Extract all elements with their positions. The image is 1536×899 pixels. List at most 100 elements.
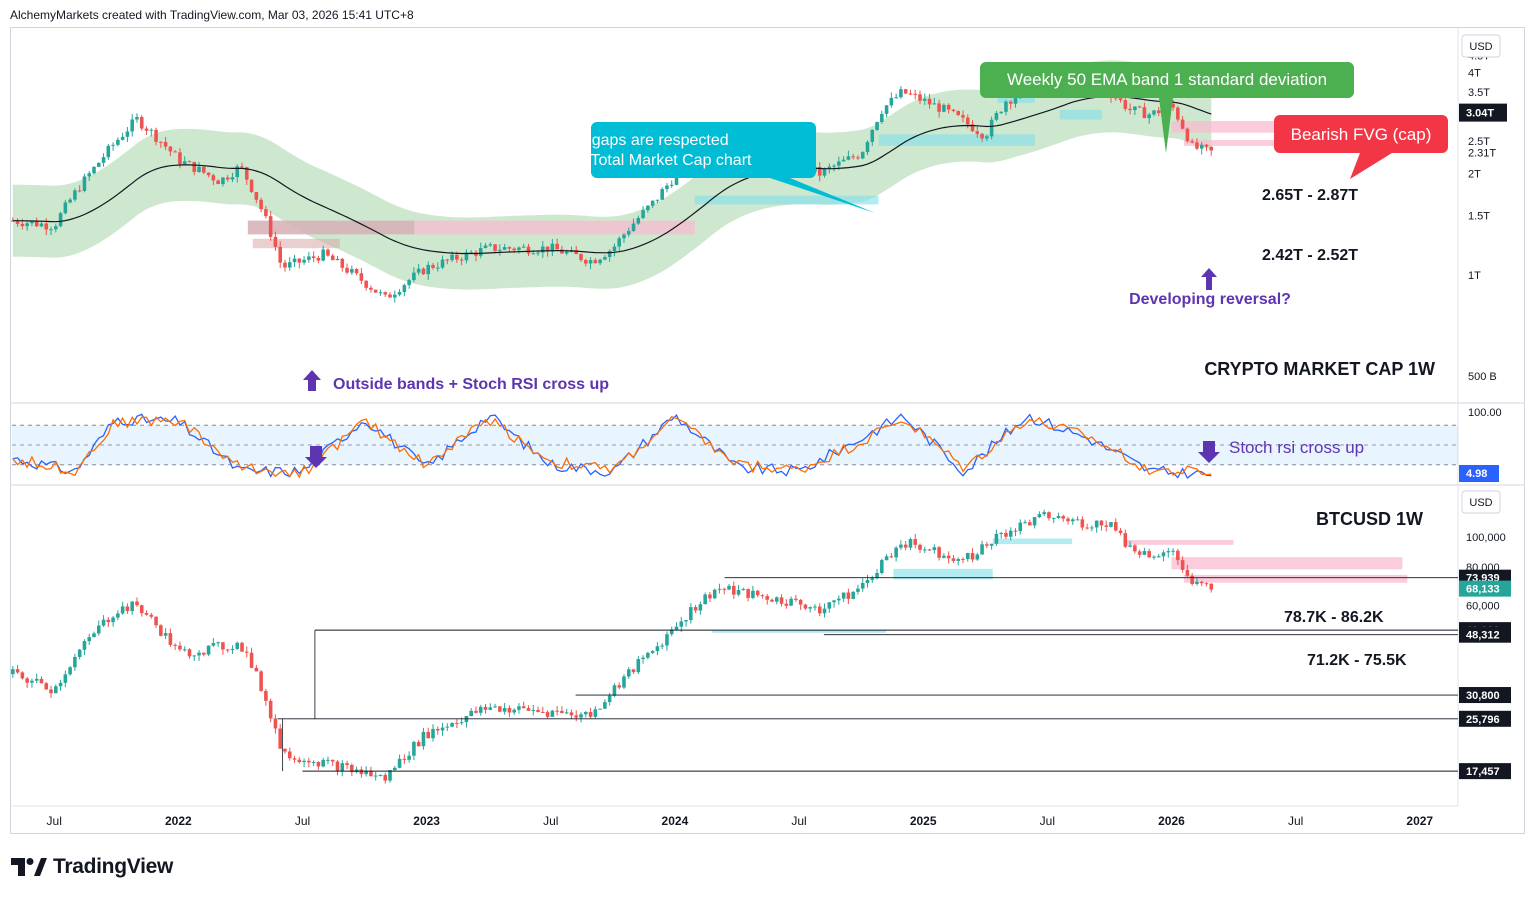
btc-candle-24 [125,606,130,612]
cap-candle-114 [555,243,559,250]
cap-candle-139 [674,172,679,185]
cap-candle-171 [827,166,832,169]
note-developing-reversal: Developing reversal? [1129,291,1291,308]
btc-candle-35 [178,645,182,650]
btc-candle-243 [1171,550,1175,552]
cap-fvg-bull-2024b [878,134,1035,146]
btc-candle-45 [225,649,230,651]
btc-candle-18 [96,625,101,634]
cap-candle-11 [63,202,68,214]
btc-candle-190 [918,544,922,550]
btc-candle-117 [569,712,574,716]
stoch-ytick-100: 100.00 [1468,407,1502,419]
btc-candle-231 [1113,522,1118,531]
btc-candle-15 [82,641,87,650]
btc-candle-5 [34,678,39,681]
btc-ytick-2: 60,000 [1466,601,1500,613]
btc-candle-44 [221,642,225,650]
time-tick-9: 2026 [1158,814,1185,828]
cap-candle-250 [1204,144,1209,147]
cap-candle-86 [421,268,426,275]
cap-candle-84 [412,272,416,281]
callout-bearish-fvg-text: Bearish FVG (cap) [1291,125,1432,144]
btc-fvg-78.7k-86.2k [1171,557,1403,570]
cap-candle-248 [1195,142,1199,149]
time-tick-11: 2027 [1406,814,1433,828]
chart-frame[interactable] [10,27,1525,834]
cap-candle-78 [383,292,388,295]
stoch-line-%D [12,416,1212,479]
btc-candle-10 [58,682,63,687]
btc-candle-37 [187,649,192,657]
cap-candle-133 [646,205,650,211]
btc-candle-32 [163,633,168,636]
btc-candle-89 [435,728,440,731]
btc-candle-84 [412,741,416,756]
btc-candle-114 [555,710,559,712]
cap-candle-72 [354,269,359,274]
btc-candle-176 [851,591,855,599]
btc-candle-124 [603,702,607,709]
cap-candle-126 [612,246,617,252]
btc-candle-238 [1147,551,1151,558]
btc-candle-180 [870,578,875,580]
cap-candle-238 [1147,114,1151,119]
btc-candle-203 [980,544,984,555]
cap-candle-169 [817,166,822,176]
btc-candle-125 [607,695,612,703]
cap-candle-89 [435,267,440,269]
cap-zone-lower-label: 2.42T - 2.52T [1262,247,1358,264]
btc-candle-19 [101,619,106,626]
btc-candle-199 [961,559,965,561]
btc-candle-205 [989,543,994,546]
btc-currency-box [1461,490,1501,514]
btc-candle-7 [44,683,49,690]
btc-candle-80 [393,767,397,771]
btc-candle-207 [999,532,1003,534]
btc-candle-189 [913,539,918,545]
btc-candle-213 [1028,522,1032,526]
btc-fvg-bull-2025 [992,538,1073,545]
btc-candle-119 [579,714,583,718]
cap-candle-125 [607,251,612,258]
cap-candle-203 [980,133,984,139]
btc-candle-155 [751,590,755,598]
btc-candle-107 [521,706,526,709]
btc-candle-121 [588,711,593,717]
cap-candle-77 [378,292,383,294]
cap-candle-7 [44,223,49,230]
btc-candle-88 [431,728,435,739]
cap-candle-54 [268,216,273,237]
cap-candle-21 [111,144,115,146]
btc-candle-143 [693,607,698,611]
btc-candle-52 [259,671,263,691]
btc-candle-39 [197,652,201,656]
cap-candle-35 [178,152,182,165]
cap-candle-48 [240,166,244,168]
cap-candle-96 [469,252,473,254]
btc-candle-102 [498,706,502,712]
btc-candle-70 [345,763,349,765]
cap-candle-193 [932,103,937,105]
cap-candle-110 [536,252,540,254]
cap-fvg-small-2022 [252,238,340,249]
cap-ytick-1: 4T [1468,68,1481,80]
btc-candle-11 [63,674,68,683]
cap-candle-103 [502,247,507,250]
btc-candle-233 [1123,533,1128,547]
cap-secondary-value: 2.31T [1468,148,1496,160]
btc-candle-29 [149,614,154,617]
tradingview-logo[interactable]: TradingView [11,855,173,879]
btc-candle-86 [421,731,426,747]
cap-candle-194 [937,103,941,112]
cap-candle-191 [922,98,927,101]
btc-candle-134 [650,651,655,654]
btc-candle-216 [1042,512,1046,515]
btc-level-box-5 [1459,763,1511,780]
cap-candle-91 [445,259,450,261]
cap-candle-109 [531,253,536,255]
btc-candle-153 [741,589,746,591]
btc-candle-148 [717,588,722,590]
btc-candle-209 [1008,530,1013,537]
